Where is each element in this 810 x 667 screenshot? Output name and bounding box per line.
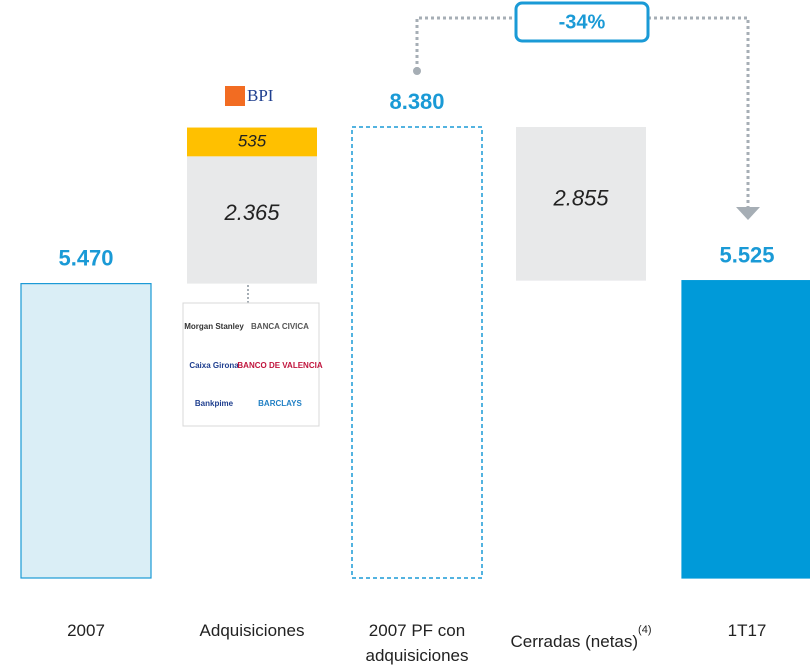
value-label: 2.365 bbox=[223, 200, 280, 225]
footnote-ref: (4) bbox=[638, 624, 652, 636]
category-text: Cerradas (netas) bbox=[510, 632, 639, 651]
annotation: -34% bbox=[559, 11, 606, 33]
bar bbox=[681, 280, 810, 579]
category-label: Adquisiciones bbox=[177, 618, 327, 643]
annotation-box bbox=[514, 1, 650, 43]
bar bbox=[516, 127, 646, 281]
category-text: 2007 bbox=[67, 621, 105, 640]
value-label: 2.855 bbox=[552, 186, 609, 211]
logo: BANCO DE VALENCIA bbox=[237, 361, 322, 370]
logo: Caixa Girona bbox=[189, 361, 239, 370]
connector bbox=[648, 16, 750, 207]
category-label: Cerradas (netas)(4) bbox=[496, 618, 666, 654]
value-label: 8.380 bbox=[389, 89, 444, 114]
category-label: 2007 PF con adquisiciones bbox=[362, 618, 472, 667]
category-text: 2007 PF con adquisiciones bbox=[365, 621, 469, 665]
category-label: 1T17 bbox=[672, 618, 810, 643]
connector bbox=[415, 16, 515, 70]
logo-mark bbox=[225, 86, 245, 106]
value-label: 5.470 bbox=[58, 245, 113, 270]
bar-segment bbox=[187, 127, 317, 157]
logo: Bankpime bbox=[195, 399, 234, 408]
logo: BANCA CIVICA bbox=[251, 322, 309, 331]
category-text: Adquisiciones bbox=[199, 621, 305, 640]
logo: Morgan Stanley bbox=[184, 322, 244, 331]
value-label: 535 bbox=[238, 131, 267, 150]
category-text: 1T17 bbox=[727, 621, 767, 640]
logo-box bbox=[182, 302, 320, 427]
logo: BARCLAYS bbox=[258, 399, 302, 408]
category-label: 2007 bbox=[11, 618, 161, 643]
bar bbox=[351, 126, 483, 579]
connector-dot bbox=[413, 67, 421, 75]
bar bbox=[20, 283, 152, 579]
value-label: 5.525 bbox=[719, 242, 774, 267]
bar-segment bbox=[187, 156, 317, 284]
arrowhead bbox=[736, 207, 760, 220]
logo: BPI bbox=[247, 86, 274, 105]
